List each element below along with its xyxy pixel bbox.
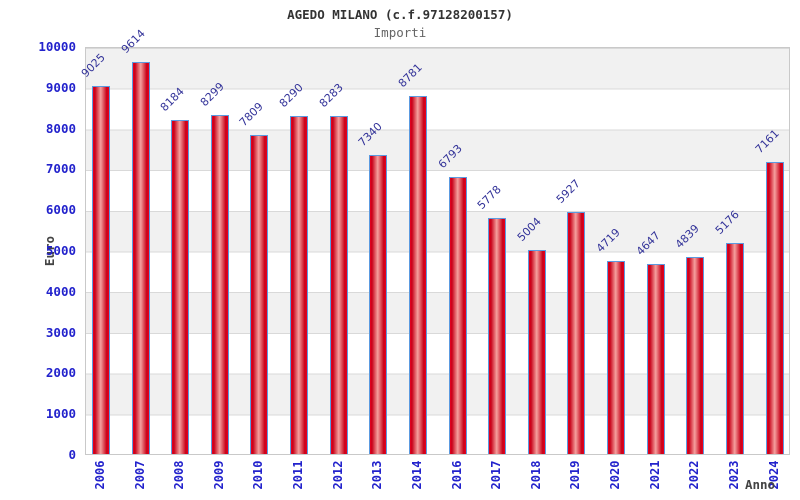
- bar-value-label: 6793: [435, 141, 465, 171]
- x-axis-tick-labels: 2006 2007 2008 2009 2010 2011 2012 2013 2014 2016…: [0, 456, 800, 500]
- x-tick-label-2017: 2017: [489, 460, 504, 490]
- y-tick-label: 9000: [45, 79, 76, 95]
- bar-value-label: 8184: [158, 85, 188, 115]
- bar-value-label: 4647: [633, 229, 663, 259]
- x-tick-label-2007: 2007: [132, 460, 147, 490]
- y-tick-label: 6000: [45, 202, 76, 218]
- x-tick-label-2008: 2008: [172, 460, 187, 490]
- bar-value-label: 8283: [316, 81, 346, 111]
- x-tick-label-2013: 2013: [370, 460, 385, 490]
- y-tick-label: 5000: [45, 243, 76, 258]
- bar-value-label: 7161: [752, 126, 782, 156]
- x-tick-label-2014: 2014: [409, 460, 424, 490]
- bar-2022: [686, 256, 705, 454]
- x-tick-label-2022: 2022: [687, 460, 702, 490]
- y-tick-label: 2000: [45, 365, 76, 381]
- bar-value-label: 8299: [197, 80, 227, 110]
- x-tick-label-2018: 2018: [528, 460, 543, 490]
- y-tick-label: 10000: [38, 39, 76, 54]
- x-tick-label-2021: 2021: [647, 460, 662, 490]
- x-tick-label-2020: 2020: [608, 460, 623, 490]
- bar-value-label: 9025: [78, 50, 108, 80]
- x-tick-label-2006: 2006: [93, 460, 107, 490]
- bar-value-label: 5176: [712, 207, 742, 237]
- bar-2019: [567, 212, 586, 454]
- bar-2007: [131, 61, 150, 454]
- bar-value-label: 8781: [395, 60, 425, 90]
- x-axis-title: Anno: [744, 477, 776, 492]
- bar-2009: [210, 115, 229, 454]
- plot-area: 9025 9614 8184 8299 7809 8290 8283 7340 8781 6793…: [79, 27, 790, 455]
- y-tick-label: 4000: [45, 283, 76, 299]
- bar-value-label: 7340: [356, 119, 386, 149]
- bar-2016: [448, 176, 467, 454]
- bar-2006: [92, 85, 110, 454]
- bar-2014: [408, 95, 427, 454]
- x-tick-label-2009: 2009: [211, 460, 226, 490]
- bar-value-label: 5927: [554, 177, 584, 207]
- bar-2018: [527, 249, 546, 454]
- bar-2021: [646, 264, 665, 454]
- y-tick-label: 0: [68, 447, 76, 462]
- y-tick-label: 3000: [45, 324, 76, 340]
- bar-value-label: 4839: [673, 221, 703, 251]
- bar-2011: [290, 115, 309, 454]
- y-tick-label: 7000: [45, 161, 76, 177]
- x-tick-label-2016: 2016: [449, 460, 464, 490]
- bar-2012: [329, 116, 348, 454]
- bar-value-label: 5778: [474, 183, 504, 213]
- x-tick-label-2011: 2011: [291, 460, 306, 490]
- bar-value-label: 4719: [593, 226, 623, 256]
- y-tick-label: 8000: [45, 120, 76, 136]
- bar-value-label: 8290: [276, 80, 306, 110]
- chart-title: AGEDO MILANO (c.f.97128200157): [287, 7, 513, 22]
- bar-value-label: 5004: [514, 214, 544, 244]
- x-tick-label-2012: 2012: [330, 460, 345, 490]
- bar-2023: [725, 242, 744, 454]
- y-tick-label: 1000: [45, 406, 76, 422]
- bar-2017: [488, 218, 507, 454]
- bar-value-label: 7809: [237, 100, 267, 130]
- bar-2008: [171, 120, 190, 454]
- bar-2010: [250, 135, 269, 454]
- bar-2020: [607, 261, 626, 454]
- x-tick-label-2010: 2010: [251, 460, 266, 490]
- x-tick-label-2019: 2019: [568, 460, 583, 490]
- bar-2024: [765, 161, 784, 454]
- chart-subtitle: Importi: [373, 25, 427, 40]
- bar-2013: [369, 154, 388, 454]
